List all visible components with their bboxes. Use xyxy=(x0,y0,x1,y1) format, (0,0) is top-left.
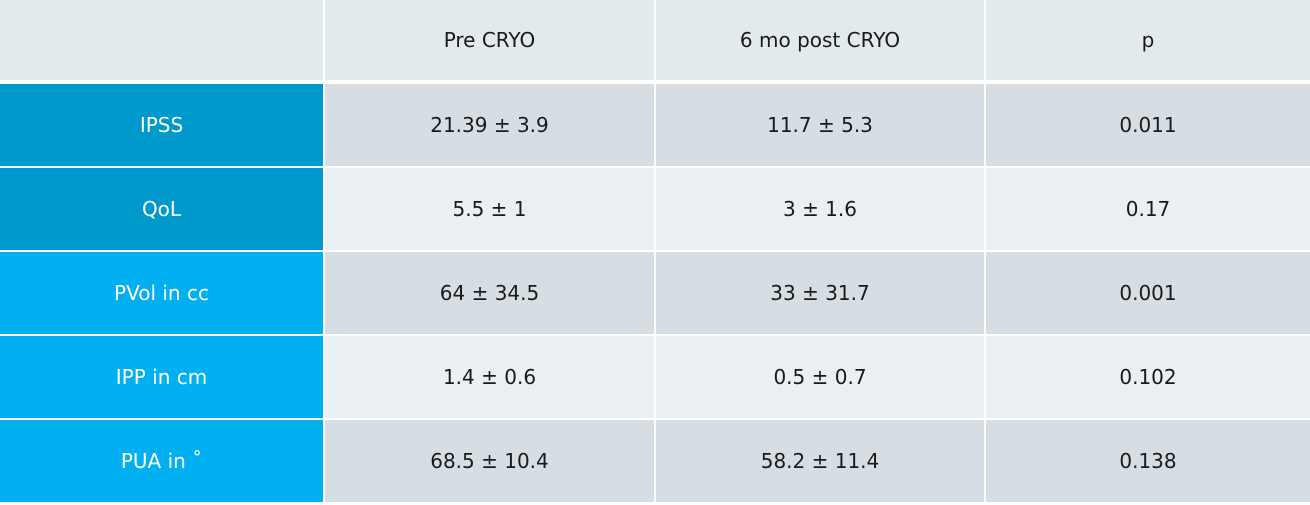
header-row: Pre CRYO 6 mo post CRYO p xyxy=(0,0,1310,84)
p-value: 0.011 xyxy=(984,81,1310,168)
post-value: 3 ± 1.6 xyxy=(654,166,986,252)
table-row: PVol in cc 64 ± 34.5 33 ± 31.7 0.001 xyxy=(0,250,1310,336)
post-value: 11.7 ± 5.3 xyxy=(654,81,986,168)
p-value: 0.001 xyxy=(984,250,1310,336)
post-value: 33 ± 31.7 xyxy=(654,250,986,336)
row-label: IPP in cm xyxy=(0,334,325,420)
pre-value: 68.5 ± 10.4 xyxy=(323,418,656,504)
pre-value: 21.39 ± 3.9 xyxy=(323,81,656,168)
row-label: IPSS xyxy=(0,81,325,168)
table-row: PUA in ˚ 68.5 ± 10.4 58.2 ± 11.4 0.138 xyxy=(0,418,1310,504)
header-p: p xyxy=(984,0,1310,84)
p-value: 0.17 xyxy=(984,166,1310,252)
row-label: PVol in cc xyxy=(0,250,325,336)
header-cell-empty xyxy=(0,0,325,84)
p-value: 0.138 xyxy=(984,418,1310,504)
row-label: QoL xyxy=(0,166,325,252)
table-row: IPP in cm 1.4 ± 0.6 0.5 ± 0.7 0.102 xyxy=(0,334,1310,420)
post-value: 0.5 ± 0.7 xyxy=(654,334,986,420)
post-value: 58.2 ± 11.4 xyxy=(654,418,986,504)
header-pre-cryo: Pre CRYO xyxy=(323,0,656,84)
p-value: 0.102 xyxy=(984,334,1310,420)
header-post-cryo: 6 mo post CRYO xyxy=(654,0,986,84)
table-row: IPSS 21.39 ± 3.9 11.7 ± 5.3 0.011 xyxy=(0,81,1310,168)
pre-value: 5.5 ± 1 xyxy=(323,166,656,252)
pre-value: 64 ± 34.5 xyxy=(323,250,656,336)
pre-value: 1.4 ± 0.6 xyxy=(323,334,656,420)
row-label: PUA in ˚ xyxy=(0,418,325,504)
table-row: QoL 5.5 ± 1 3 ± 1.6 0.17 xyxy=(0,166,1310,252)
